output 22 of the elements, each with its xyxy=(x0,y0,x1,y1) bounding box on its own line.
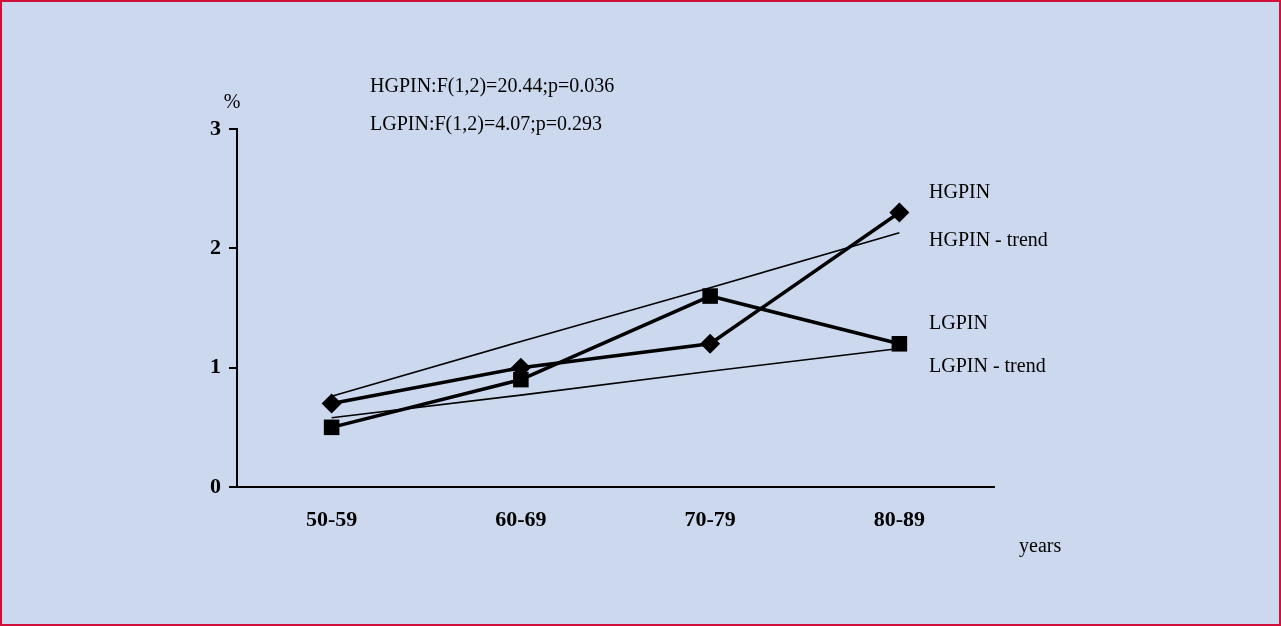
series-label: LGPIN - trend xyxy=(929,353,1046,376)
x-axis-title: years xyxy=(1019,534,1062,558)
y-tick-label: 0 xyxy=(210,472,221,498)
point xyxy=(323,419,340,436)
y-tick-label: 2 xyxy=(210,234,221,260)
point xyxy=(700,333,721,354)
point xyxy=(321,393,342,414)
series-label: LGPIN xyxy=(929,311,988,334)
x-tick-label: 50-59 xyxy=(305,505,358,531)
y-tick-label: 3 xyxy=(210,114,221,140)
series-label: HGPIN - trend xyxy=(929,228,1048,251)
point xyxy=(891,336,908,352)
x-tick-label: 70-79 xyxy=(684,505,736,531)
point xyxy=(889,202,910,223)
y-tick-label: 1 xyxy=(210,353,221,379)
y-axis-title: % xyxy=(223,90,241,113)
point xyxy=(702,288,718,304)
x-tick-label: 80-89 xyxy=(873,505,926,531)
annotation: LGPIN:F(1,2)=4.07;p=0.293 xyxy=(370,112,603,136)
series-label: HGPIN xyxy=(929,179,991,202)
text: HGPIN:F(1,2)=20.44;p=0.036 xyxy=(370,74,615,98)
x-tick-label: 60-69 xyxy=(495,505,547,531)
